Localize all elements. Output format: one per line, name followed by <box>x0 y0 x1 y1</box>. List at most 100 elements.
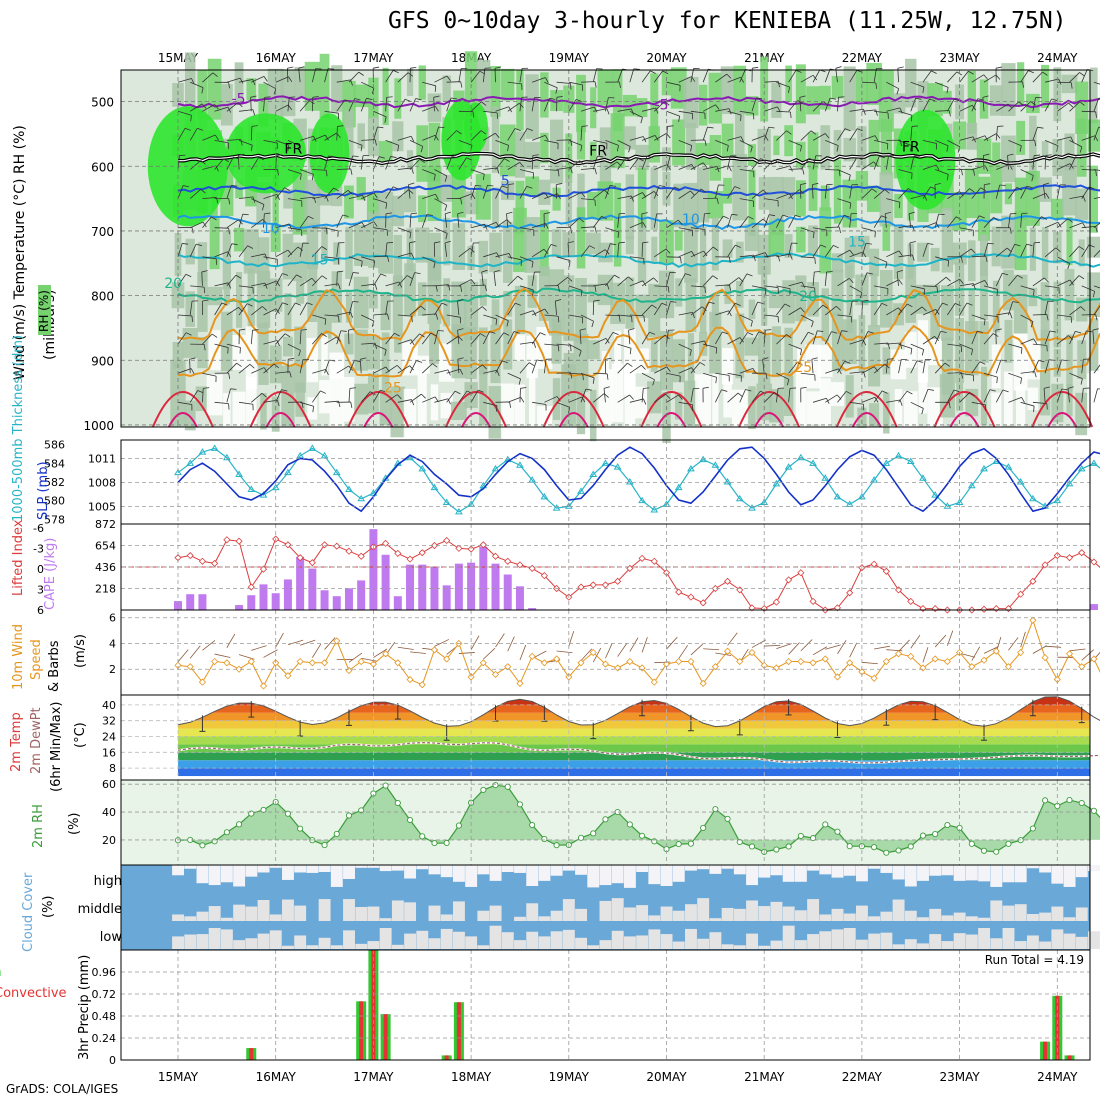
wind-barb-flag <box>857 128 863 132</box>
wind-barb <box>825 226 840 229</box>
wind10-marker <box>846 659 854 667</box>
rh-cell <box>536 327 553 369</box>
wind-barb <box>824 331 832 345</box>
wind-barb <box>556 401 570 408</box>
wind-barb-flag <box>1009 312 1013 319</box>
wind-barb-flag <box>1051 98 1058 102</box>
rh-cell <box>711 217 719 271</box>
wind-barb <box>910 155 915 170</box>
wind-barb <box>189 160 202 170</box>
cloud-gap-cell <box>1039 865 1052 873</box>
wind-barb-flag <box>786 130 792 135</box>
temp-color-band <box>178 704 1090 713</box>
cloud-gap-cell <box>794 940 807 949</box>
wind-barb-flag <box>731 213 738 216</box>
wind-barb <box>397 399 412 403</box>
wind-barb-flag <box>385 202 388 209</box>
wind-barb-flag <box>838 170 841 177</box>
cloud-gap-cell <box>514 916 526 921</box>
wind-barb <box>666 372 681 377</box>
rh-cell <box>781 177 796 216</box>
wind-barb <box>739 254 754 258</box>
isotherm-35-dome <box>656 412 687 428</box>
rh-cell <box>918 373 928 414</box>
cloud-gap-cell <box>1026 914 1039 921</box>
wind-barb <box>1032 155 1035 170</box>
wind-barb-flag <box>374 139 377 146</box>
wind-barb-flag <box>350 168 353 175</box>
wind-barb-flag <box>420 146 424 153</box>
rh-cell <box>295 382 305 417</box>
rh-cell <box>236 271 243 328</box>
wind-barb <box>361 256 375 262</box>
rh-cell <box>830 382 845 407</box>
cloud-gap-cell <box>733 865 746 875</box>
wind-barb-flag <box>643 398 647 405</box>
wind-barb-flag <box>1082 196 1086 202</box>
rh-high-patch <box>895 109 956 210</box>
wind-barb <box>897 68 899 83</box>
wind-barb <box>1056 359 1062 374</box>
wind-barb <box>324 256 339 259</box>
wind-barb-flag <box>865 242 872 245</box>
wind-barb <box>287 343 301 351</box>
cloud-gap-cell <box>367 941 380 949</box>
wind-barb <box>483 110 498 114</box>
wind-barb-flag <box>606 108 610 115</box>
thickness-axis-label: 1000-500mb Thickness (dm) <box>11 335 26 522</box>
wind-barb <box>214 282 229 287</box>
wind-barb <box>568 191 582 199</box>
wind-barb-flag <box>966 302 973 306</box>
wind-barb-flag <box>788 86 790 94</box>
wind-barb <box>1008 187 1018 199</box>
rh-cell <box>698 84 708 126</box>
rh2m-marker <box>932 831 939 838</box>
wind-barb-flag <box>789 165 793 172</box>
wind10-marker <box>711 663 719 671</box>
rh-cell <box>1089 165 1098 233</box>
cloud-gap-cell <box>733 945 746 949</box>
cloud-gap-cell <box>172 914 184 921</box>
wind-barb <box>1032 360 1039 374</box>
wind-barb-flag <box>983 319 986 326</box>
isotherm-30-dome <box>347 391 410 428</box>
wind-barb <box>1032 314 1047 316</box>
isotherm-label: 5 <box>501 174 510 190</box>
wind-barb <box>739 198 754 202</box>
wind-barb <box>1093 169 1100 171</box>
rh-cell <box>760 56 769 122</box>
wind-barb <box>654 248 667 258</box>
wind-barb-flag <box>765 329 772 331</box>
wind-barb <box>336 126 338 141</box>
wind-barb <box>1044 140 1059 147</box>
lifted-index-marker <box>1090 558 1098 566</box>
wind-barb-flag <box>460 81 463 88</box>
cloud-gap-cell <box>660 865 673 886</box>
wind-barb <box>959 392 970 403</box>
rh-cell <box>1076 297 1088 322</box>
wind-barb-flag <box>201 103 207 109</box>
rh-cell <box>540 132 549 164</box>
slp-tick-label: 1008 <box>88 476 116 489</box>
wind10-marker <box>1078 663 1086 671</box>
wind-barb-flag <box>1046 314 1049 321</box>
wind-barb-flag <box>762 357 769 360</box>
thickness-marker <box>919 474 927 481</box>
wind10-barb <box>922 647 929 663</box>
wind-barb <box>1081 226 1096 229</box>
wind-barb <box>641 156 648 170</box>
rh2m-marker <box>382 782 389 789</box>
wind-barb-flag <box>800 307 805 313</box>
lifted-index-marker <box>687 593 695 601</box>
thickness-marker <box>711 461 720 468</box>
rh-cell <box>625 174 635 240</box>
temp2m-plot <box>177 696 1100 777</box>
rh-cell <box>1004 371 1013 426</box>
wind10-barb <box>641 637 648 653</box>
rh-cell <box>736 280 744 308</box>
rh-cell <box>394 78 402 119</box>
rh-high-patch <box>309 113 350 194</box>
wind-barb <box>910 285 925 290</box>
thickness-marker <box>809 459 817 466</box>
wind-barb <box>751 97 757 112</box>
